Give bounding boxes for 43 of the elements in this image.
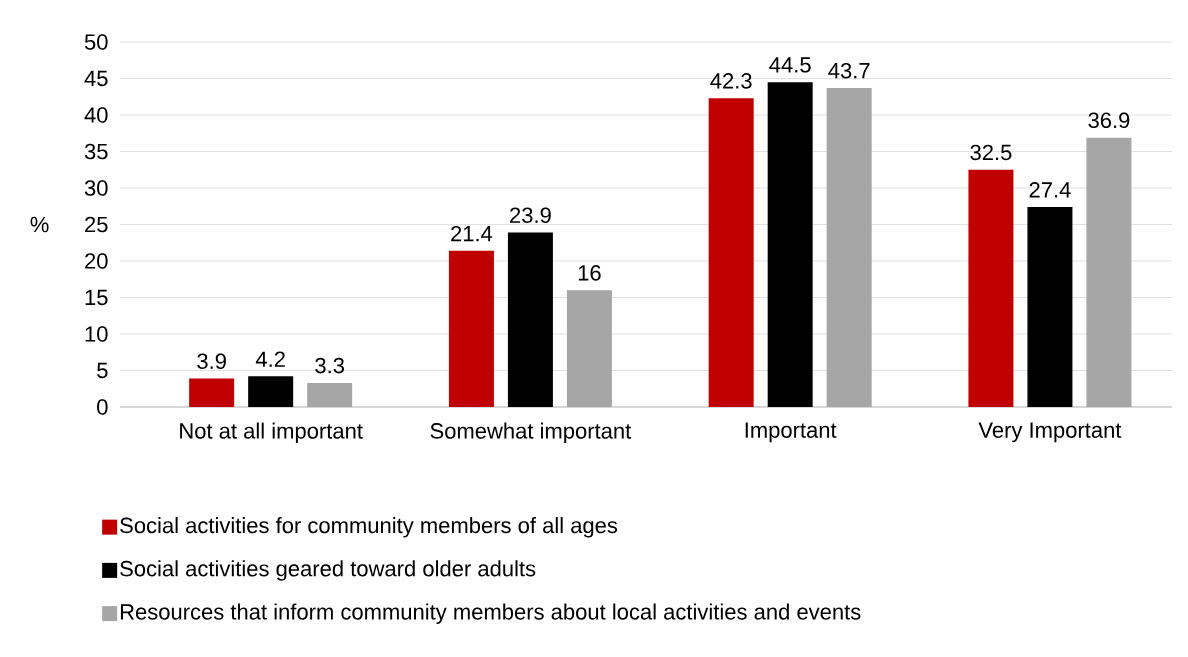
legend-label: Social activities geared toward older adults <box>120 560 536 581</box>
legend-label: Social activities for community members of all ages <box>120 517 618 538</box>
data-label: 16 <box>578 265 601 281</box>
y-axis-title: % <box>30 216 49 233</box>
x-tick-label: Not at all important <box>180 422 363 444</box>
legend-label: Resources that inform community members about local activities and events <box>120 603 861 624</box>
data-label: 42.3 <box>710 73 752 89</box>
bar <box>968 169 1014 407</box>
data-label: 44.5 <box>769 57 811 73</box>
bar <box>826 87 872 407</box>
y-tick-label: 20 <box>85 253 108 269</box>
x-tick-label: Somewhat important <box>430 422 632 444</box>
y-tick-label: 40 <box>84 107 108 123</box>
bar <box>507 232 553 407</box>
y-tick-label: 30 <box>84 180 108 196</box>
data-label: 36.9 <box>1088 112 1130 129</box>
x-tick-label: Important <box>745 422 837 443</box>
y-tick-label: 15 <box>85 289 108 306</box>
bar <box>189 378 235 407</box>
y-tick-label: 50 <box>84 34 108 50</box>
data-label: 3.3 <box>315 357 344 374</box>
bar <box>566 290 612 407</box>
data-label: 32.5 <box>970 144 1012 161</box>
data-label: 23.9 <box>510 207 551 223</box>
data-label: 43.7 <box>828 62 870 79</box>
y-tick-label: 5 <box>97 362 108 379</box>
y-tick-label: 45 <box>84 70 108 87</box>
y-tick-label: 0 <box>97 399 108 415</box>
data-label: 3.9 <box>197 353 226 369</box>
bar <box>767 82 813 407</box>
bar <box>307 382 353 407</box>
y-tick-label: 25 <box>85 216 108 233</box>
y-tick-label: 35 <box>84 143 108 160</box>
x-tick-label: Very Important <box>978 422 1122 443</box>
bar <box>1027 206 1073 407</box>
data-label: 21.4 <box>451 225 493 242</box>
data-label: 27.4 <box>1029 182 1071 198</box>
bar <box>708 98 754 407</box>
y-tick-label: 10 <box>85 326 108 342</box>
bar <box>448 250 494 407</box>
bar <box>248 376 294 407</box>
bar <box>1086 137 1132 407</box>
data-label: 4.2 <box>255 351 285 367</box>
